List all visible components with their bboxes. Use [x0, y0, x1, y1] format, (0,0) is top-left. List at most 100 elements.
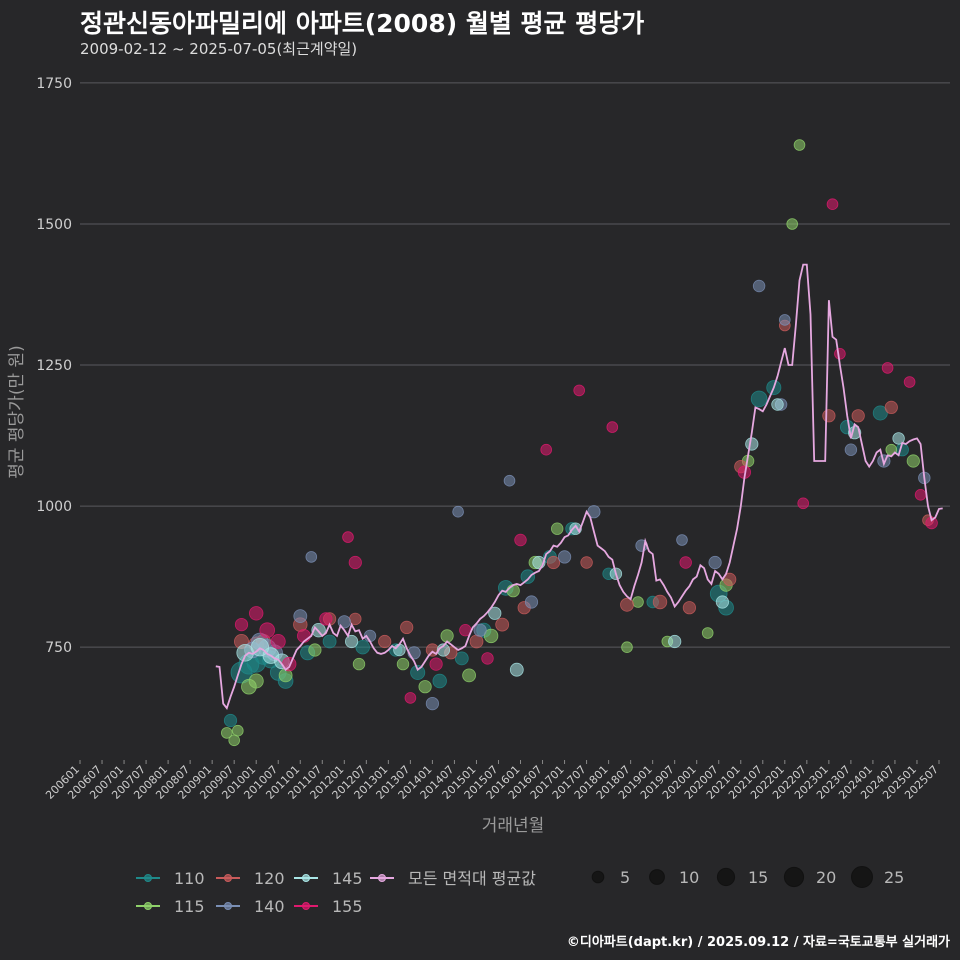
point-140	[473, 623, 487, 637]
point-120	[884, 400, 898, 414]
point-120	[620, 597, 634, 612]
point-120	[469, 634, 484, 649]
point-155	[319, 612, 333, 626]
point-155	[679, 556, 692, 569]
y-tick-label: 1000	[36, 499, 72, 515]
point-140	[778, 314, 791, 326]
point-120	[723, 572, 737, 587]
point-140	[452, 505, 464, 518]
point-120	[378, 634, 392, 649]
point-115	[396, 657, 410, 671]
legend-marker	[144, 902, 152, 910]
point-145	[509, 662, 524, 677]
legend-size-marker	[649, 869, 665, 885]
point-115	[308, 643, 322, 657]
legend-marker	[224, 902, 232, 910]
legend-label: 110	[174, 869, 205, 888]
point-140	[524, 595, 539, 609]
point-115	[440, 629, 454, 643]
point-155	[573, 384, 585, 397]
point-140	[708, 555, 722, 570]
footer-credit: ©디아파트(dapt.kr) / 2025.09.12 / 자료=국토교통부 실…	[566, 935, 950, 950]
legend-label: 145	[332, 869, 363, 888]
point-140	[752, 279, 766, 293]
point-155	[234, 617, 249, 632]
legend: 110 120 145 모든 면적대 평균값 115 140 155 5 10 15 20 25	[136, 866, 904, 916]
point-110	[520, 569, 536, 584]
point-115	[506, 584, 520, 598]
y-tick-label: 1250	[36, 358, 72, 374]
point-110	[223, 713, 238, 728]
chart-title: 정관신동아파밀리에 아파트(2008) 월별 평균 평당가	[80, 9, 645, 38]
point-155	[834, 347, 846, 360]
point-140	[503, 474, 516, 487]
point-110	[432, 673, 447, 689]
point-140	[305, 551, 318, 563]
point-155	[270, 634, 286, 650]
point-120	[851, 409, 865, 423]
legend-size-marker	[783, 866, 805, 888]
point-155	[259, 622, 276, 638]
point-155	[429, 657, 443, 671]
point-140	[587, 505, 601, 519]
point-120	[546, 555, 561, 570]
point-140	[844, 443, 858, 456]
point-120	[495, 617, 510, 632]
legend-size-label: 15	[748, 868, 768, 887]
legend-marker	[302, 902, 310, 910]
point-145	[488, 606, 502, 620]
point-110	[454, 651, 469, 666]
point-115	[906, 454, 920, 468]
legend-label: 모든 면적대 평균값	[408, 869, 536, 888]
point-155	[914, 488, 927, 501]
legend-marker	[378, 874, 386, 882]
legend-size-label: 10	[679, 868, 699, 887]
point-140	[557, 550, 572, 564]
grid-lines	[80, 82, 950, 648]
scatter-points	[221, 139, 938, 747]
point-120	[822, 409, 836, 423]
point-115	[551, 522, 564, 535]
point-155	[903, 376, 916, 388]
legend-marker	[302, 874, 310, 882]
point-120	[400, 620, 414, 635]
point-155	[481, 652, 494, 665]
point-145	[344, 634, 359, 649]
y-axis-label: 평균 평당가(만 원)	[7, 345, 27, 479]
legend-label: 115	[174, 897, 205, 916]
point-155	[881, 362, 894, 374]
point-145	[745, 437, 759, 451]
point-155	[348, 555, 362, 570]
y-tick-label: 1500	[36, 217, 72, 233]
point-115	[632, 596, 644, 608]
point-145	[771, 398, 784, 411]
legend-size-label: 20	[816, 868, 836, 887]
point-145	[668, 634, 682, 649]
point-155	[249, 606, 264, 621]
point-110	[355, 640, 370, 655]
average-line	[215, 263, 943, 710]
point-120	[682, 601, 697, 615]
point-115	[621, 641, 633, 653]
point-115	[352, 657, 366, 671]
point-110	[872, 405, 888, 421]
point-155	[797, 497, 809, 510]
point-120	[652, 594, 668, 610]
chart-subtitle: 2009-02-12 ~ 2025-07-05(최근계약일)	[80, 40, 358, 58]
point-145	[393, 643, 406, 657]
point-155	[514, 533, 527, 547]
point-115	[786, 218, 798, 230]
point-145	[892, 432, 905, 445]
point-140	[425, 696, 439, 711]
point-110	[322, 634, 337, 649]
y-tick-label: 1750	[36, 76, 72, 92]
point-115	[701, 627, 714, 639]
legend-label: 140	[254, 897, 285, 916]
legend-size-marker	[591, 870, 605, 884]
point-155	[606, 421, 619, 433]
point-115	[418, 680, 432, 694]
legend-size-marker	[851, 866, 873, 888]
point-155	[826, 198, 839, 211]
legend-label: 120	[254, 869, 285, 888]
